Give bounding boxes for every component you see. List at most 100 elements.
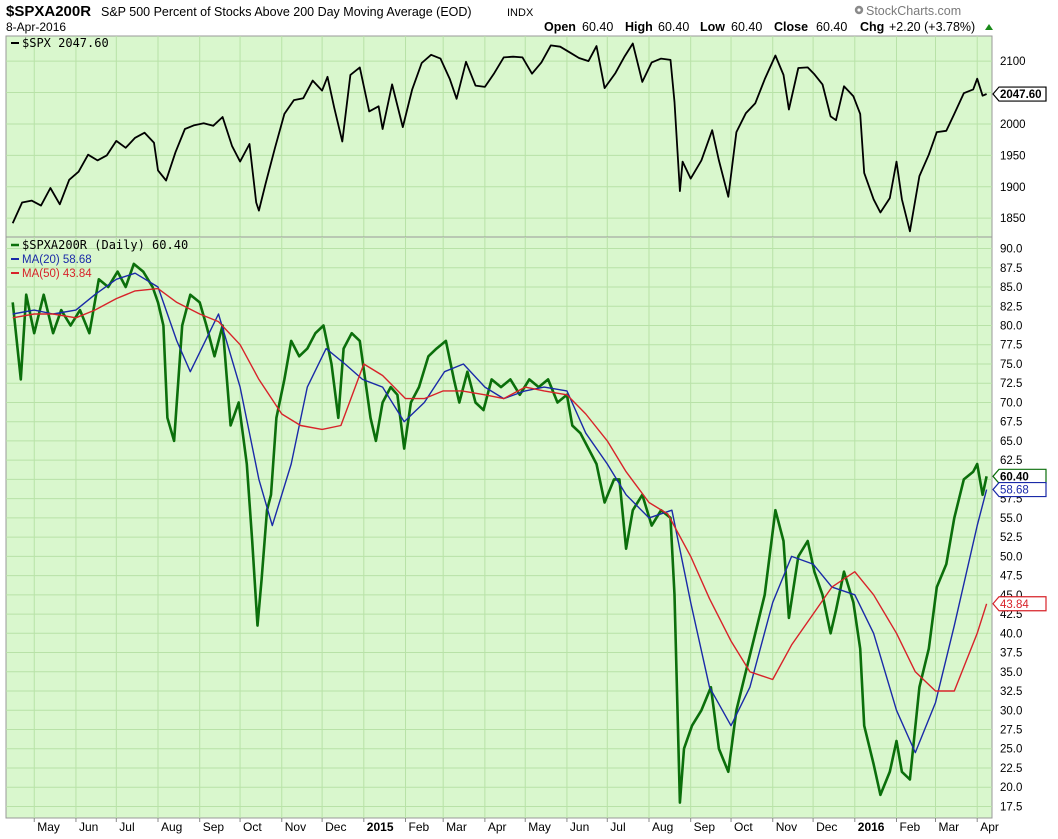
chart-description: S&P 500 Percent of Stocks Above 200 Day … — [101, 5, 472, 19]
x-tick-label: Apr — [488, 820, 507, 834]
x-tick-label: Jul — [610, 820, 625, 834]
spx-price-panel: 1850190019502000205021002047.60 $SPX 204… — [5, 35, 1047, 238]
x-tick-label: Nov — [776, 820, 797, 834]
x-tick-label: Sep — [203, 820, 225, 834]
breadth-y-tick-label: 70.0 — [1000, 397, 1022, 409]
high-label: High — [625, 20, 653, 34]
spx-y-tick-label: 2000 — [1000, 119, 1026, 131]
breadth-series-line-2 — [12, 287, 988, 692]
x-tick-label: Apr — [980, 820, 999, 834]
breadth-y-tick-label: 87.5 — [1000, 263, 1022, 275]
close-label: Close — [774, 20, 808, 34]
x-tick-label: Feb — [409, 820, 430, 834]
breadth-last-value-tag-1: 58.68 — [992, 481, 1047, 498]
breadth-last-value-label: 43.84 — [1000, 599, 1029, 611]
breadth-y-tick-label: 30.0 — [1000, 705, 1022, 717]
spx-panel-background — [5, 35, 993, 238]
breadth-y-tick-label: 50.0 — [1000, 551, 1022, 563]
stockcharts-logo-dot — [857, 8, 861, 12]
breadth-y-tick-label: 62.5 — [1000, 455, 1022, 467]
x-tick-label: Mar — [939, 820, 960, 834]
breadth-y-tick-label: 55.0 — [1000, 513, 1022, 525]
spxa200r-legend-label: $SPXA200R (Daily) 60.40 — [22, 238, 188, 252]
chart-date: 8-Apr-2016 — [6, 20, 66, 34]
low-value: 60.40 — [731, 20, 762, 34]
spxa200r-y-axis: 17.5 20.0 22.5 25.0 27.5 30.0 32.5 35.0 37.5 40.0… — [992, 244, 1047, 813]
breadth-y-tick-label: 90.0 — [1000, 244, 1022, 256]
x-tick-label: Oct — [243, 820, 262, 834]
x-tick-label: Oct — [734, 820, 753, 834]
x-tick-label: 2016 — [858, 820, 885, 834]
breadth-last-value-box — [992, 596, 1047, 612]
x-tick-label: May — [528, 820, 551, 834]
breadth-y-tick-label: 47.5 — [1000, 571, 1022, 583]
breadth-y-tick-label: 35.0 — [1000, 667, 1022, 679]
chart-symbol: $SPXA200R — [6, 3, 91, 20]
spx-y-axis: 1850190019502000205021002047.60 — [992, 56, 1047, 225]
breadth-y-tick-label: 22.5 — [1000, 763, 1022, 775]
x-tick-label: Aug — [161, 820, 182, 834]
spx-y-tick-label: 2100 — [1000, 56, 1026, 68]
spx-panel-lines — [11, 42, 987, 233]
spx-legend-label: $SPX 2047.60 — [22, 36, 109, 50]
open-label: Open — [544, 20, 576, 34]
breadth-y-tick-label: 85.0 — [1000, 282, 1022, 294]
breadth-y-tick-label: 40.0 — [1000, 628, 1022, 640]
up-arrow-icon — [985, 24, 993, 30]
spx-series-line-0 — [11, 42, 987, 233]
spx-y-tick-label: 1950 — [1000, 150, 1026, 162]
x-tick-label: Nov — [285, 820, 306, 834]
spxa200r-panel-background — [5, 236, 993, 819]
breadth-y-tick-label: 82.5 — [1000, 301, 1022, 313]
spxa200r-panel: 17.5 20.0 22.5 25.0 27.5 30.0 32.5 35.0 37.5 40.0… — [5, 236, 1047, 819]
x-tick-label: 2015 — [367, 820, 394, 834]
quote-row: Open 60.40 High 60.40 Low 60.40 Close 60… — [544, 20, 993, 34]
spxa200r-legend: $SPXA200R (Daily) 60.40 MA(20) 58.68 MA(… — [11, 238, 188, 280]
x-tick-label: Sep — [694, 820, 716, 834]
x-tick-label: Jul — [119, 820, 134, 834]
breadth-y-tick-label: 65.0 — [1000, 436, 1022, 448]
spxa200r-panel-grid — [6, 237, 992, 818]
breadth-last-value-tag-2: 43.84 — [992, 596, 1047, 612]
ma50-legend-label: MA(50) 43.84 — [22, 268, 92, 280]
x-tick-label: Dec — [325, 820, 346, 834]
x-tick-label: Dec — [816, 820, 837, 834]
x-tick-label: Mar — [446, 820, 467, 834]
breadth-y-tick-label: 32.5 — [1000, 686, 1022, 698]
breadth-y-tick-label: 75.0 — [1000, 359, 1022, 371]
low-label: Low — [700, 20, 725, 34]
breadth-y-tick-label: 77.5 — [1000, 340, 1022, 352]
x-tick-label: Feb — [899, 820, 920, 834]
spx-last-value-label: 2047.60 — [1000, 89, 1042, 101]
spx-last-value-box — [992, 86, 1047, 102]
x-tick-label: Jun — [570, 820, 589, 834]
time-x-axis: May Jun Jul Aug Sep Oct Nov Dec 2015 Feb Mar Apr May… — [33, 818, 999, 834]
breadth-y-tick-label: 37.5 — [1000, 648, 1022, 660]
chart-exchange: INDX — [507, 7, 534, 19]
spx-legend: $SPX 2047.60 — [11, 36, 109, 50]
chg-value: +2.20 (+3.78%) — [889, 20, 975, 34]
breadth-last-value-tag-0: 60.40 — [992, 468, 1047, 484]
spx-panel-grid — [6, 36, 992, 237]
breadth-y-tick-label: 25.0 — [1000, 744, 1022, 756]
spx-y-tick-label: 1900 — [1000, 182, 1026, 194]
breadth-last-value-label: 58.68 — [1000, 485, 1029, 497]
breadth-y-tick-label: 72.5 — [1000, 378, 1022, 390]
chg-label: Chg — [860, 20, 884, 34]
open-value: 60.40 — [582, 20, 613, 34]
breadth-y-tick-label: 17.5 — [1000, 801, 1022, 813]
x-tick-label: Aug — [652, 820, 673, 834]
chart-header: $SPXA200R S&P 500 Percent of Stocks Abov… — [6, 3, 993, 34]
breadth-y-tick-label: 42.5 — [1000, 609, 1022, 621]
breadth-last-value-box — [992, 468, 1047, 484]
breadth-y-tick-label: 52.5 — [1000, 532, 1022, 544]
breadth-series-line-1 — [12, 272, 988, 754]
breadth-y-tick-label: 80.0 — [1000, 320, 1022, 332]
ma20-legend-label: MA(20) 58.68 — [22, 254, 92, 266]
breadth-y-tick-label: 20.0 — [1000, 782, 1022, 794]
breadth-last-value-box — [992, 481, 1047, 498]
brand-label[interactable]: StockCharts.com — [866, 4, 961, 18]
close-value: 60.40 — [816, 20, 847, 34]
x-tick-label: May — [37, 820, 60, 834]
